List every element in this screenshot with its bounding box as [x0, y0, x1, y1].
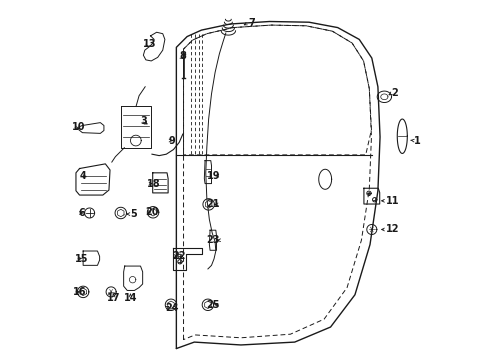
Text: 20: 20 [144, 207, 158, 217]
Text: 3: 3 [140, 116, 147, 126]
Text: 25: 25 [206, 300, 220, 310]
Text: 16: 16 [73, 287, 86, 297]
Text: 1: 1 [413, 136, 420, 145]
Text: 13: 13 [143, 40, 157, 49]
Text: 4: 4 [80, 171, 86, 181]
Text: 7: 7 [247, 18, 254, 28]
Text: 17: 17 [107, 293, 120, 303]
Text: 9: 9 [168, 136, 175, 145]
Text: 2: 2 [391, 88, 397, 98]
Text: 8: 8 [179, 51, 186, 61]
Text: 11: 11 [386, 196, 399, 206]
Text: 19: 19 [206, 171, 220, 181]
Text: 15: 15 [75, 254, 88, 264]
Text: 14: 14 [123, 293, 137, 303]
Text: 5: 5 [130, 209, 137, 219]
Text: 18: 18 [147, 179, 160, 189]
Text: 10: 10 [72, 122, 86, 132]
Text: 22: 22 [172, 251, 185, 261]
Text: 24: 24 [164, 303, 178, 314]
Text: 23: 23 [206, 235, 220, 245]
Text: 6: 6 [79, 208, 85, 218]
Text: 21: 21 [206, 199, 220, 210]
Text: 12: 12 [386, 225, 399, 234]
